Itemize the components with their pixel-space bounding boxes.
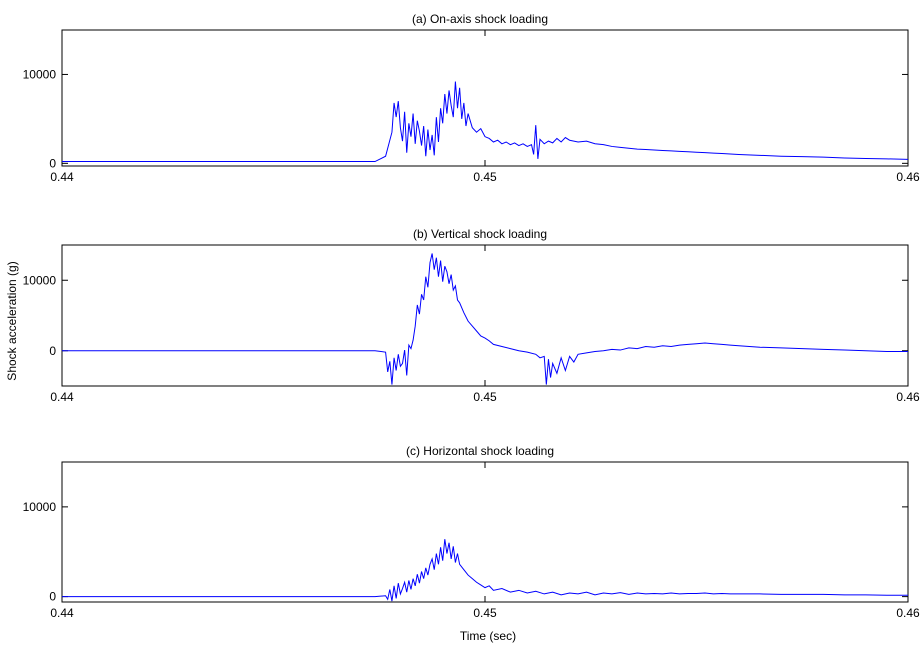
x-tick-label: 0.44 xyxy=(50,390,74,404)
x-tick-label: 0.44 xyxy=(50,170,74,184)
x-tick-label: 0.46 xyxy=(896,170,920,184)
subplot-title: (a) On-axis shock loading xyxy=(412,12,548,26)
y-tick-label: 10000 xyxy=(23,67,57,81)
subplot-1: 0.44 0.45 0.46 0 10000 (a) On-axis shock load… xyxy=(23,12,920,184)
figure-ylabel: Shock acceleration (g) xyxy=(5,261,19,380)
x-tick-label: 0.45 xyxy=(473,170,497,184)
y-tick-label: 10000 xyxy=(23,273,57,287)
plot-area-1 xyxy=(61,29,909,167)
plot-area-3 xyxy=(61,461,909,603)
subplot-title: (c) Horizontal shock loading xyxy=(406,444,554,458)
x-tick-label: 0.45 xyxy=(473,606,497,620)
y-tick-label: 0 xyxy=(49,156,56,170)
x-tick-label: 0.45 xyxy=(473,390,497,404)
series-line-2 xyxy=(62,253,908,385)
x-tick-label: 0.46 xyxy=(896,606,920,620)
subplot-2: 0.44 0.45 0.46 0 10000 (b) Vertical shock loa… xyxy=(23,227,920,404)
plot-area-2 xyxy=(61,244,909,387)
series-line-1 xyxy=(62,81,908,163)
figure-xlabel: Time (sec) xyxy=(460,629,516,643)
y-tick-label: 0 xyxy=(49,344,56,358)
subplot-3: 0.44 0.45 0.46 0 10000 (c) Horizontal shock l… xyxy=(23,444,920,620)
x-tick-label: 0.46 xyxy=(896,390,920,404)
series-line-3 xyxy=(62,539,908,602)
y-tick-label: 10000 xyxy=(23,500,57,514)
x-tick-label: 0.44 xyxy=(50,606,74,620)
y-tick-label: 0 xyxy=(49,590,56,604)
subplot-title: (b) Vertical shock loading xyxy=(413,227,547,241)
